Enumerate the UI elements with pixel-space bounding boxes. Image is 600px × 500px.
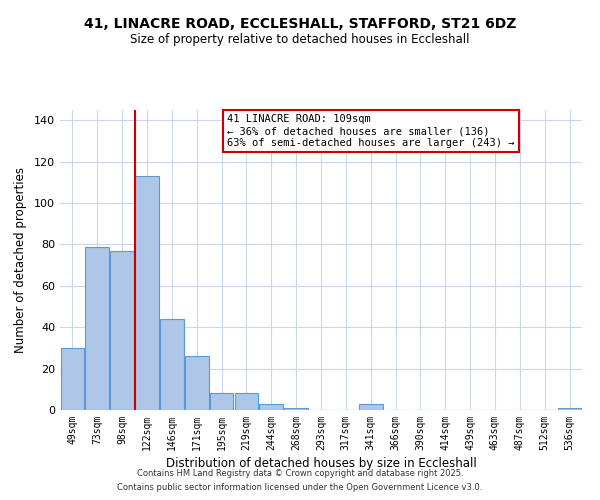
Bar [259, 404, 283, 410]
Bar [210, 394, 233, 410]
Bar [110, 250, 134, 410]
Text: Contains public sector information licensed under the Open Government Licence v3: Contains public sector information licen… [118, 484, 482, 492]
Text: Size of property relative to detached houses in Eccleshall: Size of property relative to detached ho… [130, 32, 470, 46]
Bar [235, 394, 258, 410]
Bar [85, 246, 109, 410]
Text: 41, LINACRE ROAD, ECCLESHALL, STAFFORD, ST21 6DZ: 41, LINACRE ROAD, ECCLESHALL, STAFFORD, … [84, 18, 516, 32]
Bar [185, 356, 209, 410]
Y-axis label: Number of detached properties: Number of detached properties [14, 167, 27, 353]
Bar [160, 319, 184, 410]
Bar [558, 408, 581, 410]
Bar [359, 404, 383, 410]
Bar [61, 348, 84, 410]
Text: 41 LINACRE ROAD: 109sqm
← 36% of detached houses are smaller (136)
63% of semi-d: 41 LINACRE ROAD: 109sqm ← 36% of detache… [227, 114, 515, 148]
X-axis label: Distribution of detached houses by size in Eccleshall: Distribution of detached houses by size … [166, 457, 476, 470]
Bar [284, 408, 308, 410]
Text: Contains HM Land Registry data © Crown copyright and database right 2025.: Contains HM Land Registry data © Crown c… [137, 468, 463, 477]
Bar [135, 176, 159, 410]
